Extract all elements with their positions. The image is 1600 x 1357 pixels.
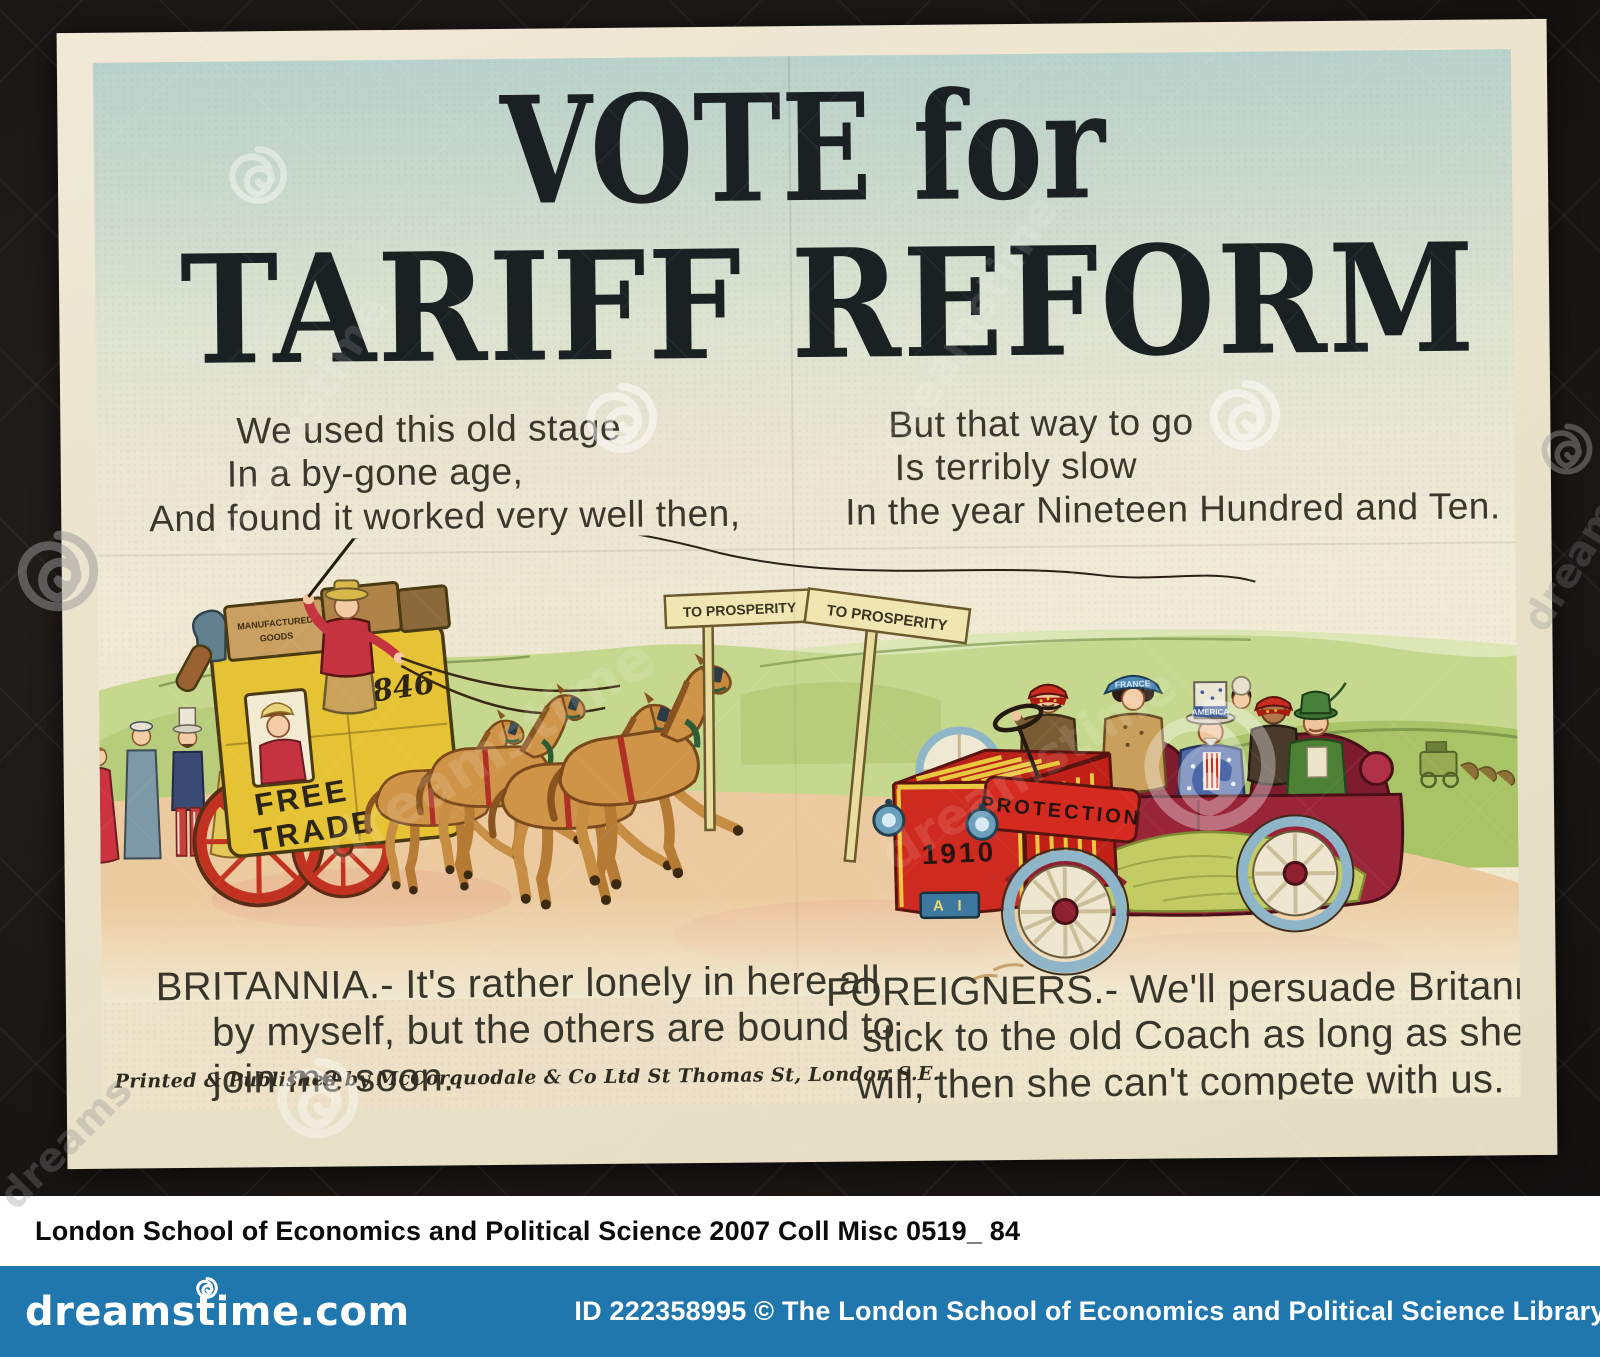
verse-line: In the year Nineteen Hundred and Ten. xyxy=(845,484,1501,533)
title-line-2: TARIFF REFORM xyxy=(179,210,1478,399)
illustration: 1846 FREE TRADE MANUFACTURED GOODS xyxy=(97,527,1520,1003)
dreamstime-logo-text: dreamstime.com xyxy=(25,1288,410,1335)
headlamp xyxy=(872,798,906,837)
poster-printed-area: VOTE for TARIFF REFORM We used this old … xyxy=(92,49,1521,1111)
poster-photograph: VOTE for TARIFF REFORM We used this old … xyxy=(0,0,1600,1219)
verse-line: And found it worked very well then, xyxy=(149,492,741,539)
britannia-face xyxy=(266,714,291,738)
caption-line: FOREIGNERS.- We'll persuade Britannia to xyxy=(825,963,1521,1015)
signpost-left-label: TO PROSPERITY xyxy=(683,599,798,620)
verse-left: We used this old stage In a by-gone age,… xyxy=(148,405,741,541)
poster-title: VOTE for TARIFF REFORM xyxy=(93,58,1514,399)
car-rear-wheel xyxy=(1236,814,1355,933)
dreamstime-logo: dreamstime.com xyxy=(25,1266,410,1357)
caption-line: BRITANNIA.- It's rather lonely in here a… xyxy=(155,958,881,1010)
dreamstime-bar: dreamstime.com ID 222358995 © The London… xyxy=(0,1266,1600,1357)
steering-wheel xyxy=(992,703,1044,733)
verse-line: Is terribly slow xyxy=(894,445,1138,489)
image-credit: ID 222358995 © The London School of Econ… xyxy=(574,1296,1600,1326)
verse-right: But that way to go Is terribly slow In t… xyxy=(844,397,1501,533)
windshield-panel: PROTECTION xyxy=(979,775,1142,844)
foreigners-caption: FOREIGNERS.- We'll persuade Britannia to… xyxy=(826,962,1521,1109)
car-year-label: 1910 xyxy=(921,836,997,870)
photo-caption-bar: London School of Economics and Political… xyxy=(0,1196,1600,1266)
caption-line: by myself, but the others are bound to xyxy=(211,1004,896,1056)
distant-coach xyxy=(1419,741,1516,789)
plate-label: A I xyxy=(933,897,967,914)
verse-line: We used this old stage xyxy=(236,406,622,452)
caption-line: stick to the old Coach as long as she xyxy=(862,1010,1521,1061)
verse-block: We used this old stage In a by-gone age,… xyxy=(96,397,1514,539)
passenger-green-hat xyxy=(1285,682,1348,810)
britannia-dress xyxy=(259,738,307,785)
signpost-right: TO PROSPERITY xyxy=(803,587,972,863)
title-line-1: VOTE for xyxy=(499,58,1106,238)
france-hat-label: FRANCE xyxy=(1115,678,1151,690)
seat-scroll xyxy=(1358,751,1394,787)
coach-driver xyxy=(302,527,1256,715)
whip-handle xyxy=(307,537,356,598)
dust-lines xyxy=(970,963,1024,982)
headlamp xyxy=(965,802,999,841)
verse-line: But that way to go xyxy=(888,401,1194,446)
number-plate: A I xyxy=(919,891,981,920)
photo-caption: London School of Economics and Political… xyxy=(35,1216,1021,1246)
luggage-label-line2: GOODS xyxy=(259,630,293,643)
america-hat-label: AMERICA xyxy=(1192,707,1230,716)
tariff-reform-poster: VOTE for TARIFF REFORM We used this old … xyxy=(56,18,1558,1170)
reins xyxy=(400,656,621,693)
passenger-france: FRANCE xyxy=(1100,674,1168,794)
dreamstime-spiral-icon xyxy=(196,1277,218,1299)
protection-motor-car: FRANCE xyxy=(872,674,1405,982)
car-front-wheel xyxy=(1000,847,1130,976)
whip-lash xyxy=(353,527,1256,583)
onlooker-man-coat xyxy=(123,721,162,860)
verse-line: In a by-gone age, xyxy=(226,450,524,495)
passenger-woman-small xyxy=(1231,675,1252,710)
